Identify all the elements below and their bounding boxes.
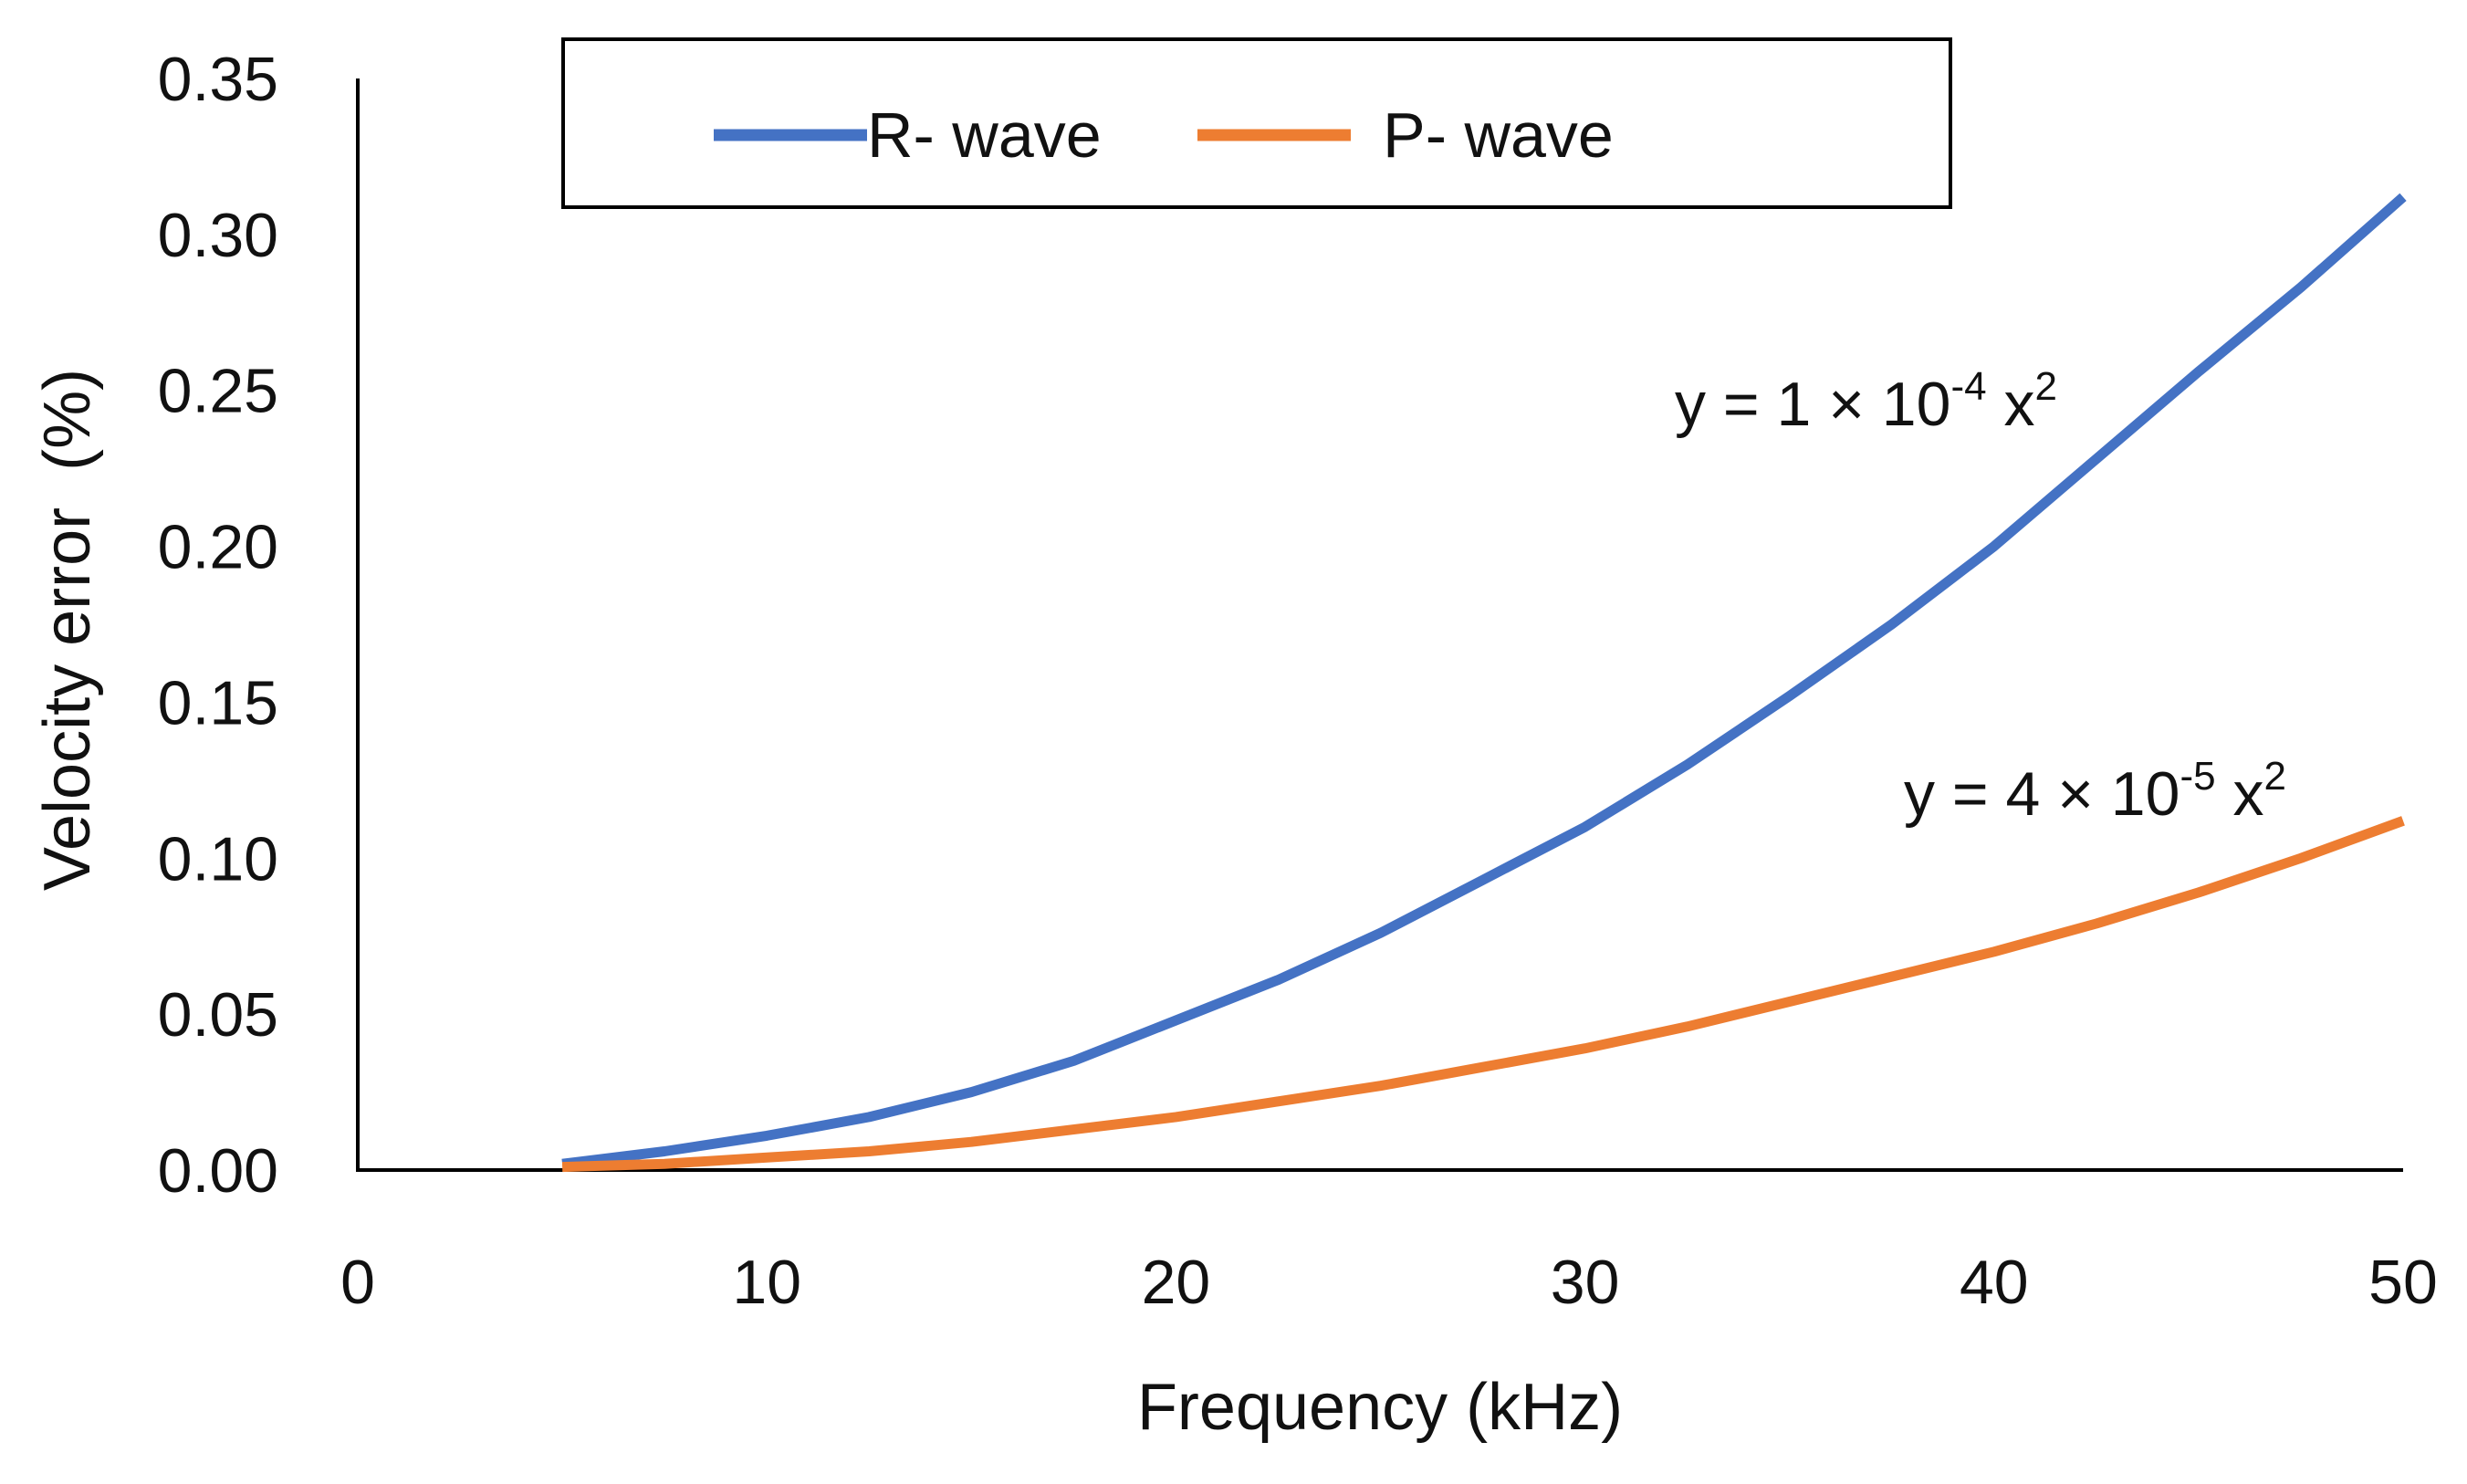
x-tick-label: 50 — [2368, 1248, 2438, 1317]
axes-layer: 0.00 0.05 0.10 0.15 0.20 0.25 0.30 0.35 0 10 20 30 4… — [31, 45, 2438, 1444]
data-point — [1584, 1047, 1587, 1050]
data-point — [1686, 763, 1689, 767]
y-tick-label: 0.00 — [158, 1136, 278, 1206]
data-point — [2299, 856, 2303, 860]
data-point — [867, 1115, 871, 1119]
data-point — [1277, 978, 1281, 982]
data-point — [1481, 878, 1485, 882]
x-tick-label: 40 — [1960, 1248, 2029, 1317]
data-point — [1277, 1100, 1281, 1103]
data-point — [1992, 950, 1996, 954]
series-line-r-wave — [561, 193, 2407, 1169]
x-tick-label: 0 — [340, 1248, 375, 1317]
data-point — [1379, 1084, 1383, 1088]
y-tick-label: 0.30 — [158, 201, 278, 270]
y-tick-label: 0.15 — [158, 668, 278, 737]
y-tick-label: 0.25 — [158, 357, 278, 426]
data-point — [2095, 457, 2098, 461]
data-point — [1686, 1025, 1689, 1029]
y-tick-label: 0.10 — [158, 824, 278, 894]
equation-exponent: -5 — [2180, 754, 2215, 799]
y-axis-title: Velocity error (%) — [31, 369, 104, 891]
data-point — [1071, 1059, 1075, 1062]
data-point — [2197, 370, 2200, 373]
data-point — [2299, 286, 2303, 289]
legend-label-r-wave: R- wave — [867, 99, 1102, 171]
y-tick-label: 0.35 — [158, 45, 278, 114]
data-point — [765, 1155, 768, 1159]
data-point — [1992, 545, 1996, 549]
trendline-equations: y = 1 × 10-4 x2y = 4 × 10-5 x2 — [1675, 364, 2286, 829]
data-point — [1890, 975, 1894, 978]
data-point — [1584, 825, 1587, 829]
data-point — [663, 1162, 666, 1165]
data-point — [2095, 922, 2098, 925]
data-point — [1174, 1115, 1177, 1119]
data-point — [1788, 1000, 1792, 1004]
data-point — [663, 1150, 666, 1154]
data-point — [1174, 1019, 1177, 1022]
data-point — [1890, 622, 1894, 626]
data-point — [2401, 819, 2405, 822]
trendline-equation-r-wave: y = 1 × 10-4 x2 — [1675, 364, 2057, 439]
data-point — [1071, 1128, 1075, 1132]
equation-variable: x — [2216, 759, 2264, 829]
trendline-equation-p-wave: y = 4 × 10-5 x2 — [1904, 754, 2286, 829]
data-point — [1379, 931, 1383, 935]
data-point — [560, 1165, 564, 1169]
data-point — [1481, 1065, 1485, 1069]
equation-prefix: y = 1 × 10 — [1675, 370, 1950, 439]
series-line-p-wave — [561, 816, 2405, 1173]
equation-exponent: -4 — [1950, 364, 1986, 409]
equation-prefix: y = 4 × 10 — [1904, 759, 2180, 829]
legend-box — [561, 37, 1952, 209]
legend-label-p-wave: P- wave — [1383, 99, 1614, 171]
data-point — [1788, 695, 1792, 698]
y-tick-label: 0.20 — [158, 513, 278, 582]
x-tick-label: 30 — [1551, 1248, 1620, 1317]
y-tick-label: 0.05 — [158, 980, 278, 1050]
data-point — [2197, 891, 2200, 894]
data-point — [2401, 195, 2405, 199]
data-point — [969, 1091, 973, 1094]
data-point — [969, 1140, 973, 1144]
series-layer — [560, 193, 2407, 1173]
x-tick-label: 20 — [1142, 1248, 1211, 1317]
legend: R- wave P- wave — [561, 37, 1952, 209]
x-tick-label: 10 — [732, 1248, 801, 1317]
data-point — [765, 1134, 768, 1137]
equation-power: 2 — [2263, 754, 2285, 799]
data-point — [867, 1150, 871, 1154]
equation-variable: x — [1987, 370, 2035, 439]
equation-power: 2 — [2034, 364, 2056, 409]
x-axis-title: Frequency (kHz) — [1137, 1371, 1623, 1444]
